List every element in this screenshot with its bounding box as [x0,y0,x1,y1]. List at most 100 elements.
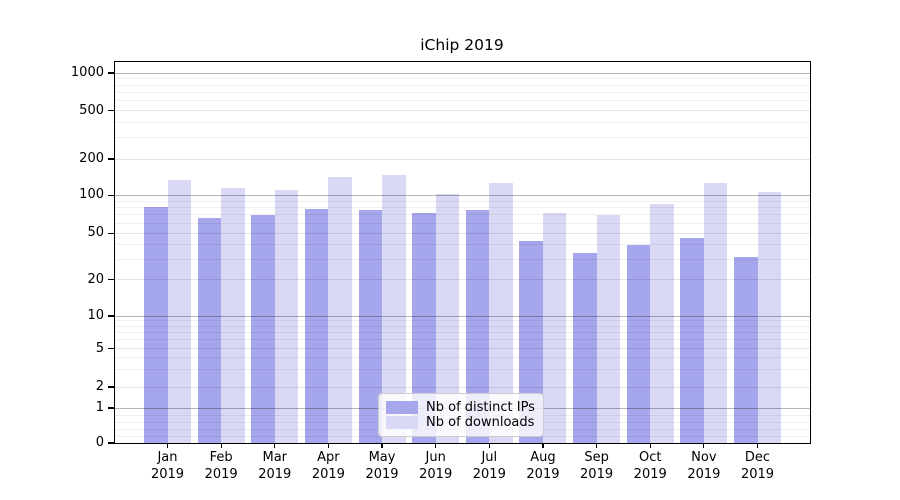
legend-item-distinct-ips: Nb of distinct IPs [386,399,535,415]
y-tick-label: 20 [87,271,104,287]
gridline [114,214,810,216]
bar-distinct-ips-sep [573,252,597,443]
bar-downloads-aug [542,213,567,443]
bar-distinct-ips-jan [144,206,168,443]
y-tick-mark [108,278,114,281]
legend-item-downloads: Nb of downloads [386,415,534,430]
gridline [114,325,810,327]
gridline [114,121,810,123]
bar-downloads-dec [757,191,781,443]
x-tick-mark [327,443,329,448]
bar-distinct-ips-apr [304,208,329,443]
bar-distinct-ips-jun [412,213,436,443]
y-tick-mark [108,158,114,160]
bar-distinct-ips-oct [626,244,651,443]
x-tick-mark [542,443,544,448]
x-tick-label-oct: Oct 2019 [633,450,667,482]
gridline [114,84,810,86]
x-tick-mark [166,443,169,448]
x-tick-label-feb: Feb 2019 [204,450,238,482]
gridline [114,339,810,341]
legend: Nb of distinct IPs Nb of downloads [378,392,544,437]
gridline [114,100,810,102]
legend-label-distinct-ips: Nb of distinct IPs [426,399,535,415]
gridline [114,232,810,234]
x-tick-mark [756,443,759,448]
gridline [114,279,810,280]
gridline [114,258,810,260]
y-tick-label: 500 [79,102,104,118]
x-tick-label-jul: Jul 2019 [472,450,506,482]
bar-distinct-ips-dec [734,257,758,443]
bar-distinct-ips-mar [251,214,275,443]
gridline [114,222,810,224]
gridline [114,72,810,74]
gridline [114,194,810,196]
bar-downloads-may [382,174,406,443]
y-tick-label: 1000 [70,65,104,80]
y-tick-label: 50 [87,225,104,241]
bar-distinct-ips-aug [519,240,543,443]
x-tick-label-jun: Jun 2019 [419,450,453,482]
x-tick-mark [703,443,705,448]
gridline [114,137,810,139]
y-tick-mark [108,194,114,196]
y-tick-label: 100 [79,187,104,203]
gridline [114,332,810,334]
y-tick-mark [108,442,114,444]
gridline [114,315,810,317]
x-tick-label-aug: Aug 2019 [526,450,560,482]
bar-downloads-mar [274,189,299,443]
bar-downloads-oct [650,203,674,443]
bar-distinct-ips-jul [465,209,490,443]
x-tick-label-mar: Mar 2019 [258,450,292,482]
gridline [114,110,810,112]
y-tick-mark [108,315,114,317]
bar-distinct-ips-feb [197,218,222,443]
bar-downloads-jan [167,179,191,443]
bar-distinct-ips-may [358,209,383,443]
x-tick-mark [220,443,222,448]
gridline [114,158,810,160]
gridline [114,386,810,388]
y-tick-label: 10 [87,308,104,323]
bar-downloads-feb [221,187,245,443]
gridline [114,348,810,349]
x-tick-mark [595,443,598,448]
x-tick-label-sep: Sep 2019 [580,450,614,482]
chart-title: iChip 2019 [420,36,504,54]
y-tick-mark [108,347,114,350]
x-tick-mark [488,443,490,448]
x-tick-label-jan: Jan 2019 [150,450,185,482]
y-tick-label: 0 [95,435,104,450]
gridline [114,200,810,202]
x-tick-label-nov: Nov 2019 [687,450,721,482]
bar-downloads-nov [703,183,728,443]
x-tick-mark [649,443,651,448]
x-tick-label-may: May 2019 [365,450,399,482]
x-tick-label-dec: Dec 2019 [740,450,775,482]
bar-downloads-apr [328,176,352,443]
gridline [114,357,810,359]
gridline [114,320,810,322]
legend-label-downloads: Nb of downloads [426,414,535,430]
x-tick-mark [435,443,437,448]
y-tick-mark [108,232,114,234]
y-tick-mark [108,407,114,409]
bar-downloads-jul [489,182,513,443]
x-tick-label-apr: Apr 2019 [311,450,345,482]
y-tick-mark [108,386,114,388]
bar-downloads-jun [435,194,460,443]
legend-swatch-downloads [386,415,418,429]
bar-distinct-ips-nov [680,237,704,443]
y-tick-mark [108,110,114,112]
y-tick-label: 1 [95,400,104,415]
gridline [114,78,810,80]
y-tick-label: 2 [95,379,104,394]
gridline [114,369,810,371]
gridline [114,244,810,246]
bar-downloads-sep [596,214,621,443]
